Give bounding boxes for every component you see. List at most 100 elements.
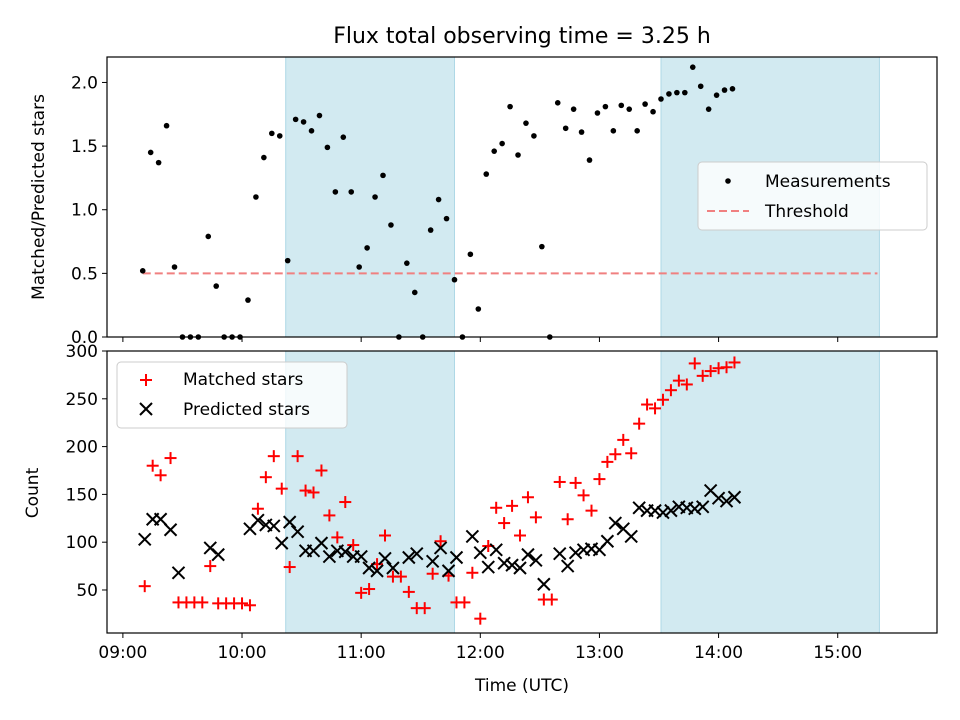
measurement-point [245,297,251,303]
matched-star-marker [490,501,503,514]
legend-predicted-marker [139,402,153,416]
predicted-marker-b [505,558,519,572]
measurement-point [562,125,569,132]
matched-star-marker [506,499,519,512]
predicted-star-marker [153,512,168,526]
measurement-point [697,83,704,90]
measurement-points [139,64,736,340]
matched-star-marker [418,602,431,615]
predicted-star-marker [537,577,551,591]
matched-star-marker [720,361,733,374]
measurement-point [705,106,712,112]
bottom-y-tick-label: 50 [76,581,98,601]
predicted-star-marker [568,545,583,560]
matched-star-marker [649,402,662,415]
matched-star-marker [728,356,741,369]
matched-star-marker [704,365,717,378]
matched-star-marker [498,517,511,530]
matched-star-marker [672,374,685,387]
matched-star-marker [466,566,479,579]
measurement-point [602,103,609,110]
matched-star-marker [521,491,534,504]
measurement-point [324,144,331,151]
matched-star-marker [474,612,487,625]
measurement-point [261,154,267,161]
predicted-marker-b [441,564,456,578]
predicted-star-marker [275,536,289,550]
measurement-point [163,122,170,129]
legend-matched-label: Matched stars [183,370,303,390]
predicted-marker-b [433,541,448,555]
matched-star-marker [154,469,167,482]
predicted-marker-b [275,536,289,550]
predicted-marker-b [267,519,281,533]
predicted-marker-b [338,545,352,559]
matched-star-marker [569,476,582,489]
predicted-marker-b [251,513,265,527]
matched-star-marker [283,561,296,574]
predicted-star-marker [513,561,527,575]
predicted-star-marker [362,561,376,575]
top-y-tick-label: 1.0 [71,201,98,221]
measurement-point [618,102,625,109]
top-y-tick-label: 1.5 [71,137,98,157]
predicted-marker-b [568,545,583,560]
bottom-y-tick-label: 100 [66,533,98,553]
x-tick-label: 13:00 [575,643,624,663]
predicted-marker-b [370,564,384,578]
matched-star-marker [625,447,638,460]
measurement-point [348,189,355,195]
chart-title: Flux total observing time = 3.25 h [333,24,711,49]
predicted-marker-b [656,505,670,520]
x-axis-label: Time (UTC) [474,676,569,696]
predicted-star-marker [449,550,464,565]
measurement-point [340,134,347,140]
legend-matched-marker [140,374,152,386]
measurement-point [380,172,386,179]
predicted-star-marker [481,560,495,574]
top-shaded-region [285,56,455,338]
top-legend-box [697,161,928,231]
bottom-legend-box [116,361,348,429]
x-tick-label: 14:00 [694,643,743,663]
matched-star-marker [561,513,574,526]
matched-star-marker [347,539,360,552]
measurement-point [554,100,561,106]
predicted-marker-b [608,516,623,530]
matched-star-marker [331,531,344,544]
predicted-marker-b [402,550,416,565]
top-y-tick-label: 0.0 [71,328,98,348]
predicted-star-marker [338,545,352,559]
predicted-star-marker [465,529,480,544]
predicted-star-marker [354,549,368,564]
predicted-star-marker [688,502,702,516]
predicted-star-marker [727,490,742,504]
predicted-star-marker [211,547,225,562]
predicted-marker-b [282,515,297,529]
measurement-point [316,112,323,119]
predicted-marker-b [354,549,368,564]
predicted-marker-b [203,541,217,555]
measurement-point [499,140,505,147]
matched-star-marker [696,369,709,382]
measurement-point [467,251,474,258]
measurement-point [515,152,521,158]
predicted-star-marker [314,536,329,550]
measurement-point [155,159,162,166]
measurement-point [308,128,315,134]
measurement-point [531,133,537,139]
count-points [138,356,742,625]
matched-star-marker [593,473,606,486]
matched-star-marker [617,433,630,446]
predicted-marker-b [688,502,702,516]
ratio-panel: 0.00.51.01.52.0 Matched/Predicted stars … [29,56,938,348]
bottom-legend: Matched stars Predicted stars [116,361,348,429]
top-legend: Measurements Threshold [697,161,928,231]
predicted-marker-b [695,500,710,514]
matched-star-marker [339,496,352,509]
predicted-star-marker [648,503,662,518]
matched-star-marker [688,357,701,370]
predicted-marker-b [521,547,535,562]
count-panel: 50 100 150 200 250 300 09:00 10:00 11:00 12:00 13… [23,342,938,696]
matched-star-marker [363,583,376,596]
